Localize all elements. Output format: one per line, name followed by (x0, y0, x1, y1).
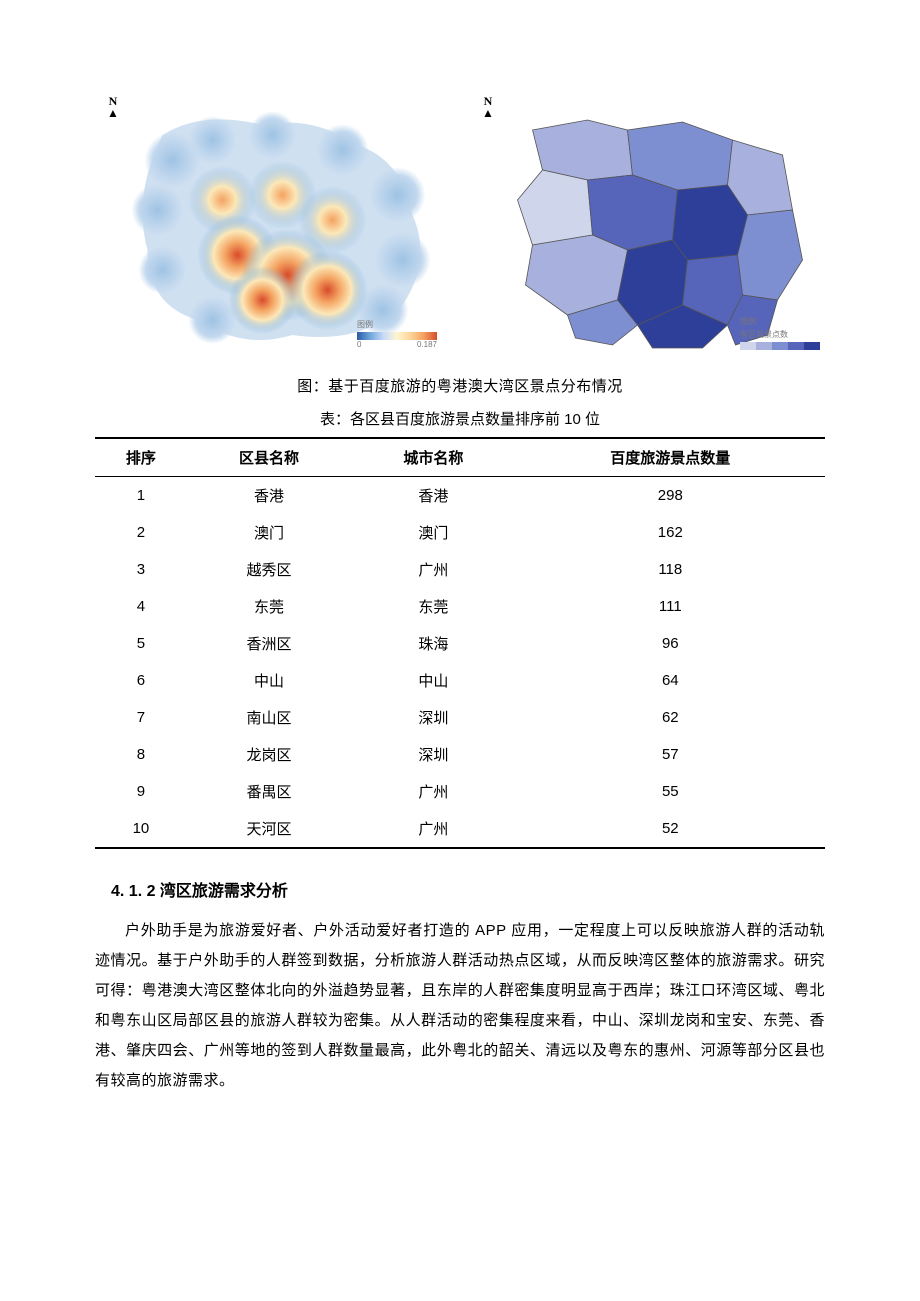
table-row: 3越秀区广州118 (95, 551, 825, 588)
table-cell: 5 (95, 625, 187, 662)
table-cell: 298 (516, 477, 825, 515)
document-page: N ▲ (0, 0, 920, 1301)
table-cell: 52 (516, 810, 825, 848)
table-caption: 表：各区县百度旅游景点数量排序前 10 位 (95, 408, 825, 429)
table-row: 9番禺区广州55 (95, 773, 825, 810)
choropleth-legend: 图例 各区县景点数 (740, 316, 820, 350)
table-cell: 162 (516, 514, 825, 551)
table-cell: 57 (516, 736, 825, 773)
table-cell: 111 (516, 588, 825, 625)
map-row: N ▲ (95, 100, 825, 355)
table-cell: 8 (95, 736, 187, 773)
figure-caption: 图：基于百度旅游的粤港澳大湾区景点分布情况 (95, 375, 825, 396)
table-cell: 3 (95, 551, 187, 588)
table-cell: 香港 (351, 477, 515, 515)
table-cell: 东莞 (351, 588, 515, 625)
table-cell: 118 (516, 551, 825, 588)
legend-label: 各区县景点数 (740, 329, 820, 340)
table-row: 10天河区广州52 (95, 810, 825, 848)
table-row: 5香洲区珠海96 (95, 625, 825, 662)
table-cell: 龙岗区 (187, 736, 351, 773)
table-cell: 珠海 (351, 625, 515, 662)
heatmap-panel: N ▲ (95, 100, 450, 355)
col-city: 城市名称 (351, 438, 515, 477)
table-cell: 广州 (351, 773, 515, 810)
section-heading: 4. 1. 2 湾区旅游需求分析 (95, 877, 825, 901)
table-row: 4东莞东莞111 (95, 588, 825, 625)
table-cell: 东莞 (187, 588, 351, 625)
north-arrow-icon: N ▲ (482, 95, 494, 119)
legend-title: 图例 (740, 317, 756, 326)
table-row: 6中山中山64 (95, 662, 825, 699)
legend-title: 图例 (357, 320, 373, 329)
table-cell: 深圳 (351, 699, 515, 736)
section-body: 户外助手是为旅游爱好者、户外活动爱好者打造的 APP 应用，一定程度上可以反映旅… (95, 916, 825, 1096)
table-cell: 天河区 (187, 810, 351, 848)
table-row: 1香港香港298 (95, 477, 825, 515)
table-cell: 2 (95, 514, 187, 551)
table-cell: 番禺区 (187, 773, 351, 810)
table-cell: 6 (95, 662, 187, 699)
ranking-table: 排序 区县名称 城市名称 百度旅游景点数量 1香港香港2982澳门澳门1623越… (95, 437, 825, 849)
heatmap-legend: 图例 0 0.187 (357, 319, 437, 349)
table-cell: 7 (95, 699, 187, 736)
table-cell: 10 (95, 810, 187, 848)
col-rank: 排序 (95, 438, 187, 477)
table-row: 8龙岗区深圳57 (95, 736, 825, 773)
table-cell: 1 (95, 477, 187, 515)
table-cell: 香洲区 (187, 625, 351, 662)
table-cell: 南山区 (187, 699, 351, 736)
table-header-row: 排序 区县名称 城市名称 百度旅游景点数量 (95, 438, 825, 477)
table-cell: 中山 (187, 662, 351, 699)
choropleth-panel: N ▲ (470, 100, 825, 355)
table-cell: 55 (516, 773, 825, 810)
col-district: 区县名称 (187, 438, 351, 477)
table-row: 2澳门澳门162 (95, 514, 825, 551)
table-cell: 4 (95, 588, 187, 625)
table-cell: 62 (516, 699, 825, 736)
north-arrow-icon: N ▲ (107, 95, 119, 119)
table-cell: 96 (516, 625, 825, 662)
table-cell: 64 (516, 662, 825, 699)
heatmap-legend-bar (357, 332, 437, 340)
table-cell: 澳门 (351, 514, 515, 551)
table-cell: 广州 (351, 810, 515, 848)
table-cell: 越秀区 (187, 551, 351, 588)
table-cell: 澳门 (187, 514, 351, 551)
table-cell: 深圳 (351, 736, 515, 773)
table-row: 7南山区深圳62 (95, 699, 825, 736)
table-cell: 香港 (187, 477, 351, 515)
table-cell: 中山 (351, 662, 515, 699)
heatmap-svg (95, 100, 450, 355)
table-cell: 9 (95, 773, 187, 810)
table-cell: 广州 (351, 551, 515, 588)
col-count: 百度旅游景点数量 (516, 438, 825, 477)
